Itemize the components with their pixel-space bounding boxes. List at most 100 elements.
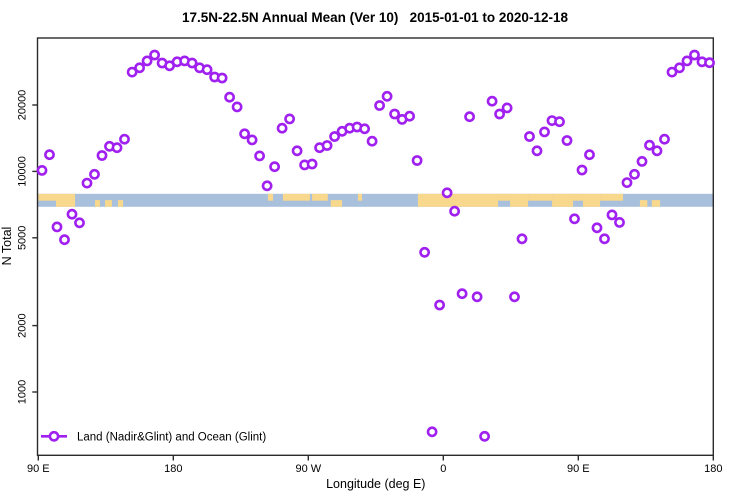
data-point — [276, 122, 288, 134]
land-segment — [639, 200, 648, 207]
data-point — [119, 133, 130, 145]
x-tick-label: 180 — [164, 463, 182, 475]
land-segment — [282, 193, 310, 201]
data-point — [231, 101, 243, 113]
y-axis-title: N Total — [0, 227, 14, 266]
land-segment — [417, 193, 499, 207]
data-point — [254, 150, 265, 162]
land-segment — [600, 193, 623, 201]
data-point — [239, 128, 250, 140]
legend — [41, 430, 67, 442]
data-point — [404, 110, 415, 122]
data-point — [291, 145, 303, 157]
data-point — [261, 180, 273, 192]
data-point — [201, 64, 213, 76]
land-segment — [117, 200, 124, 207]
axes: 90 E 180 90 W 0 90 E 180 1000 2000 5000 10000 2000… — [17, 37, 722, 475]
data-point — [321, 140, 333, 151]
data-point — [59, 234, 70, 246]
plot-box — [36, 37, 714, 456]
y-tick-label: 1000 — [17, 380, 29, 404]
data-point — [584, 149, 595, 161]
data-point — [456, 288, 468, 300]
legend-label: Land (Nadir&Glint) and Ocean (Glint) — [77, 432, 266, 444]
x-tick-label: 180 — [704, 463, 722, 475]
data-point — [389, 108, 400, 120]
data-point — [426, 426, 438, 438]
data-point — [674, 62, 685, 74]
data-point — [569, 213, 580, 225]
x-tick-label: 90 E — [567, 463, 590, 475]
land-segment — [312, 193, 328, 201]
data-point — [621, 177, 633, 188]
data-point — [126, 66, 138, 78]
land-segment — [357, 193, 362, 201]
y-tick-label: 20000 — [17, 90, 29, 121]
land-segment — [267, 193, 274, 201]
data-point — [359, 123, 370, 135]
x-tick-label: 90 W — [295, 463, 321, 475]
data-point — [554, 116, 565, 128]
data-point — [576, 164, 588, 176]
data-point — [411, 155, 423, 166]
data-point — [689, 49, 700, 61]
data-point — [36, 164, 48, 176]
land-segment — [528, 193, 553, 201]
data-point — [141, 55, 153, 67]
data-point — [44, 149, 55, 161]
data-point — [66, 208, 78, 220]
land-segment — [651, 200, 661, 207]
land-segment — [573, 193, 583, 201]
chart-title: 17.5N-22.5N Annual Mean (Ver 10) 2015-01… — [182, 10, 568, 25]
data-point — [449, 205, 460, 217]
data-point — [246, 134, 258, 146]
data-point — [471, 291, 483, 303]
data-point — [269, 161, 280, 173]
land-segment — [330, 200, 343, 207]
data-point — [666, 66, 678, 78]
land-segment — [95, 200, 100, 207]
data-point — [186, 57, 198, 69]
data-point — [306, 158, 318, 170]
land-ocean-strip — [37, 193, 714, 207]
data-point — [704, 57, 715, 69]
data-point — [381, 90, 393, 102]
data-points — [36, 49, 715, 442]
data-point — [486, 95, 498, 107]
data-point — [216, 72, 228, 84]
land-segment — [105, 200, 112, 207]
data-point — [81, 177, 93, 189]
data-point — [636, 155, 648, 167]
land-segment — [510, 193, 529, 207]
data-point — [374, 100, 385, 111]
land-segment — [56, 200, 76, 207]
data-point — [96, 150, 108, 161]
data-point — [524, 131, 535, 142]
data-point — [651, 145, 663, 157]
land-segment — [552, 193, 574, 207]
data-point — [434, 299, 445, 311]
data-point — [561, 135, 573, 146]
data-point — [629, 168, 640, 180]
data-point — [329, 131, 340, 142]
data-point — [284, 113, 295, 125]
x-tick-label: 0 — [440, 463, 446, 475]
data-point — [366, 135, 378, 147]
data-point — [224, 91, 235, 103]
legend-marker-icon — [48, 430, 60, 442]
data-point — [599, 233, 610, 245]
y-tick-label: 10000 — [17, 156, 29, 187]
data-point — [464, 111, 475, 123]
data-point — [111, 142, 123, 154]
data-point — [614, 216, 625, 228]
data-point — [134, 62, 145, 74]
y-tick-label: 5000 — [17, 226, 29, 250]
data-point — [591, 222, 603, 234]
land-segment — [498, 193, 511, 201]
data-point — [494, 108, 505, 120]
land-segment — [582, 193, 601, 207]
data-point — [509, 291, 520, 303]
y-tick-label: 2000 — [17, 313, 29, 337]
